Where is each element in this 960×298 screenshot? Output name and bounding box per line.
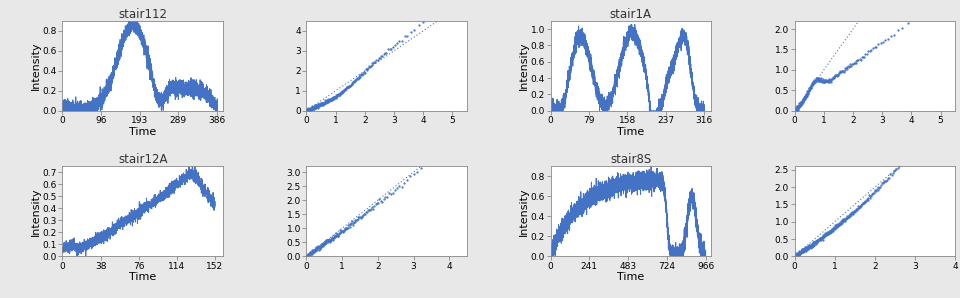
Y-axis label: Intensity: Intensity [31, 187, 41, 236]
Y-axis label: Intensity: Intensity [519, 187, 529, 236]
Title: stair1A: stair1A [610, 8, 652, 21]
Title: stair8S: stair8S [611, 153, 652, 166]
X-axis label: Time: Time [617, 272, 644, 282]
X-axis label: Time: Time [129, 272, 156, 282]
Title: stair112: stair112 [118, 8, 167, 21]
Y-axis label: Intensity: Intensity [519, 41, 529, 90]
X-axis label: Time: Time [617, 127, 644, 137]
Y-axis label: Intensity: Intensity [31, 41, 41, 90]
Title: stair12A: stair12A [118, 153, 167, 166]
X-axis label: Time: Time [129, 127, 156, 137]
